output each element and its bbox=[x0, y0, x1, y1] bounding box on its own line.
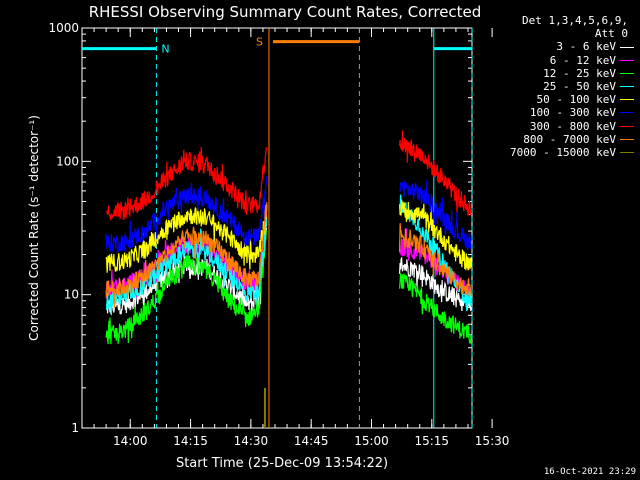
y-tick-label: 10 bbox=[64, 288, 79, 302]
legend-entry-label: 7000 - 15000 keV bbox=[510, 145, 616, 159]
series-line-3 bbox=[105, 218, 268, 316]
legend-entry-label: 25 - 50 keV bbox=[543, 79, 616, 93]
series-line-4 bbox=[105, 204, 268, 273]
series-line-5 bbox=[399, 180, 473, 250]
legend-entry-label: 300 - 800 keV bbox=[529, 119, 616, 133]
x-tick-label: 14:15 bbox=[173, 434, 208, 448]
legend-entry: 12 - 25 keV bbox=[484, 67, 634, 80]
legend-entry-label: 800 - 7000 keV bbox=[523, 132, 616, 146]
legend-entry: 3 - 6 keV bbox=[484, 40, 634, 53]
legend-entry: 100 - 300 keV bbox=[484, 106, 634, 119]
legend-entry: 7000 - 15000 keV bbox=[484, 146, 634, 159]
legend-swatch bbox=[620, 99, 634, 101]
annotation-label-n: N bbox=[161, 43, 169, 56]
legend-entry-label: 50 - 100 keV bbox=[536, 93, 616, 107]
series-line-4 bbox=[399, 199, 473, 272]
legend-entry: 6 - 12 keV bbox=[484, 54, 634, 67]
legend-entry: 25 - 50 keV bbox=[484, 80, 634, 93]
series-line-7 bbox=[399, 223, 473, 297]
y-tick-label: 1 bbox=[71, 421, 79, 435]
plot-frame bbox=[81, 27, 473, 429]
series-line-6 bbox=[105, 146, 268, 221]
legend: Det 1,3,4,5,6,9, Att 0 3 - 6 keV 6 - 12 k… bbox=[484, 14, 634, 159]
legend-swatch bbox=[620, 152, 634, 153]
series-line-2 bbox=[399, 273, 473, 345]
x-tick-label: 15:15 bbox=[414, 434, 449, 448]
legend-attenuator: Att 0 bbox=[594, 27, 628, 41]
legend-entry-label: 6 - 12 keV bbox=[549, 53, 616, 67]
legend-swatch bbox=[620, 112, 634, 114]
legend-swatch bbox=[620, 86, 634, 88]
legend-swatch bbox=[620, 46, 634, 48]
y-tick-label: 100 bbox=[56, 154, 79, 168]
series-line-7 bbox=[105, 202, 268, 309]
x-tick-label: 14:30 bbox=[234, 434, 269, 448]
legend-entry-label: 100 - 300 keV bbox=[529, 106, 616, 120]
series-line-0 bbox=[399, 256, 473, 312]
x-tick-label: 14:00 bbox=[113, 434, 148, 448]
series-line-3 bbox=[399, 194, 473, 312]
legend-swatch bbox=[620, 72, 634, 74]
chart-title: RHESSI Observing Summary Count Rates, Co… bbox=[89, 3, 482, 21]
x-tick-label: 15:00 bbox=[354, 434, 389, 448]
legend-entry: 800 - 7000 keV bbox=[484, 133, 634, 146]
x-axis-label: Start Time (25-Dec-09 13:54:22) bbox=[176, 456, 388, 471]
legend-entry-label: 3 - 6 keV bbox=[556, 40, 616, 54]
legend-detectors: Det 1,3,4,5,6,9, bbox=[522, 14, 628, 27]
series-line-5 bbox=[105, 175, 268, 253]
legend-swatch bbox=[620, 125, 634, 127]
legend-swatch bbox=[620, 59, 634, 61]
x-tick-label: 14:45 bbox=[294, 434, 329, 448]
legend-entry: 50 - 100 keV bbox=[484, 93, 634, 106]
legend-entry: 300 - 800 keV bbox=[484, 120, 634, 133]
y-tick-label: 1000 bbox=[48, 21, 79, 35]
series-line-6 bbox=[399, 130, 473, 216]
annotation-label-s: S bbox=[256, 36, 263, 49]
legend-entry-label: 12 - 25 keV bbox=[543, 66, 616, 80]
plot-area: 1 10 100 1000 14:00 14:15 14:30 14:45 15:00 15:15… bbox=[48, 21, 509, 448]
legend-swatch bbox=[620, 138, 634, 140]
series-line-2 bbox=[105, 230, 268, 345]
plot-timestamp: 16-Oct-2021 23:29 bbox=[543, 467, 636, 477]
y-axis-label: Corrected Count Rate (s⁻¹ detector⁻¹) bbox=[27, 115, 41, 341]
x-tick-label: 15:30 bbox=[475, 434, 510, 448]
